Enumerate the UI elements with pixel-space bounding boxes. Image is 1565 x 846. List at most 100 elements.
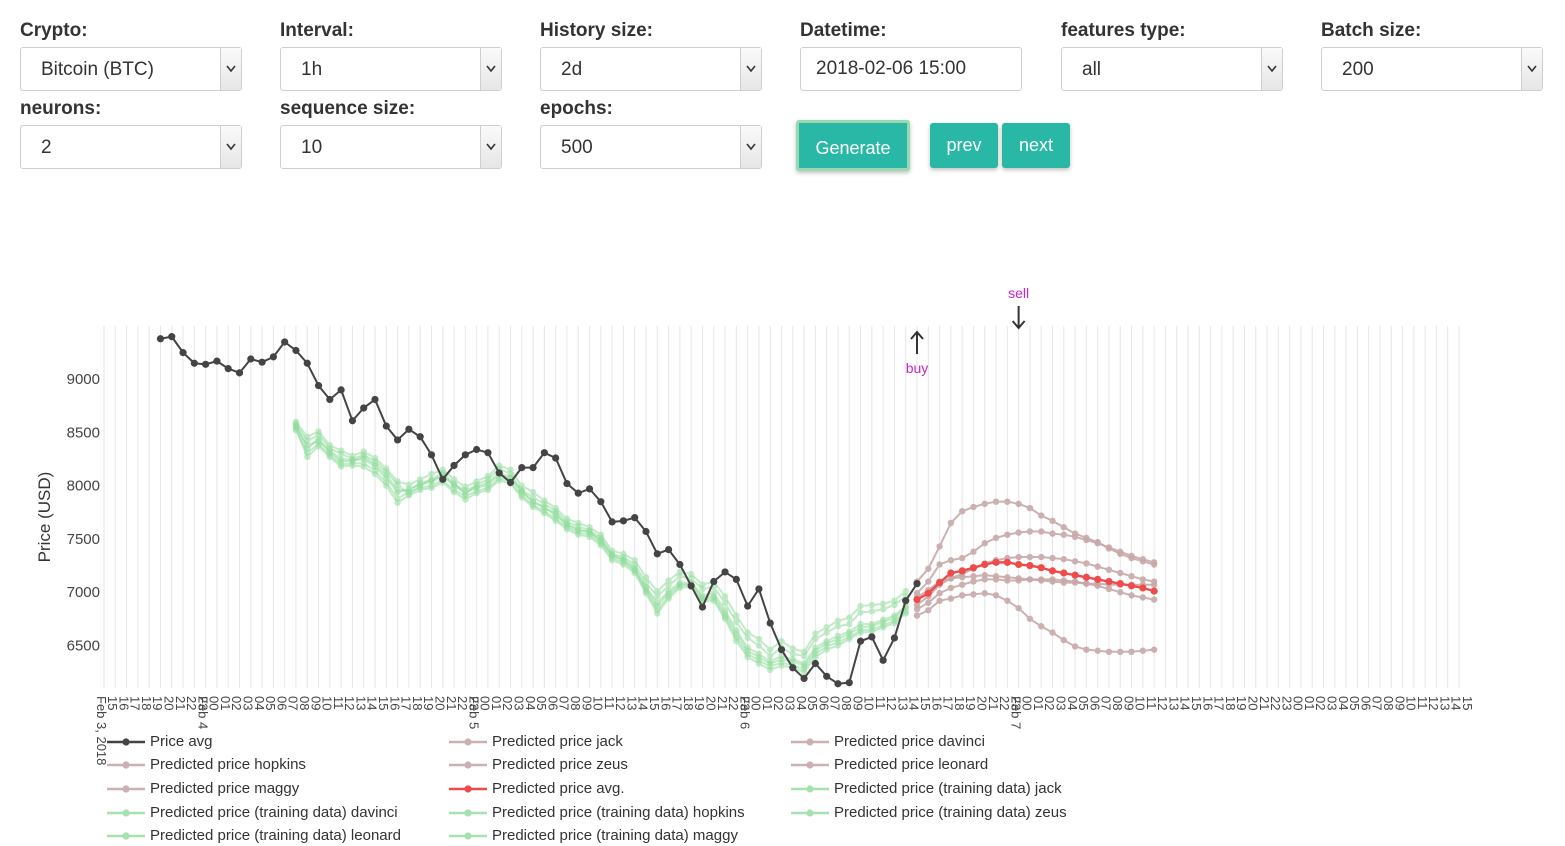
data-point [179,349,187,357]
chevron-down-icon[interactable] [220,126,241,168]
data-point [631,569,638,577]
data-point [958,554,966,562]
data-point [1049,576,1056,583]
datetime-control: Datetime: 2018-02-06 15:00 [800,19,1022,91]
data-point [846,630,853,637]
generate-button[interactable]: Generate [796,120,910,171]
data-point [349,462,356,469]
chevron-down-icon[interactable] [480,48,501,90]
data-point [665,577,672,584]
data-point [846,614,853,621]
chevron-down-icon[interactable] [220,48,241,90]
data-point [891,597,898,604]
x-tick-label: 23 [195,696,210,710]
data-point [1026,615,1034,622]
chevron-down-icon[interactable] [1261,48,1282,90]
interval-select[interactable]: 1h [280,47,502,91]
x-tick-label: 17 [1212,696,1227,710]
data-point [665,590,672,597]
data-point [563,479,571,488]
data-point [1026,553,1034,561]
x-tick-label: 10 [862,696,877,710]
x-tick-label: 18 [1223,696,1238,710]
sell-annotation: sell [1008,285,1029,301]
crypto-select[interactable]: Bitcoin (BTC) [20,47,242,91]
data-point [1128,592,1135,599]
chevron-down-icon[interactable] [1521,48,1542,90]
x-tick-label: 14 [365,696,380,710]
data-point [732,575,740,584]
next-button[interactable]: next [1002,123,1070,168]
x-tick-label: 10 [591,696,606,710]
data-point [597,542,605,549]
data-point [1049,554,1056,562]
series-line [916,500,1155,583]
data-point [744,653,751,661]
data-point [1150,596,1158,603]
x-tick-label: 04 [794,696,809,710]
data-point [721,568,729,576]
data-point [360,448,367,455]
data-point [1116,580,1124,588]
data-point [1105,566,1113,574]
x-tick-label: 05 [534,696,549,710]
series-line [916,530,1155,594]
x-tick-label: 17 [399,696,414,710]
data-point [1026,528,1034,535]
data-point [168,333,176,341]
data-point [992,576,1000,583]
data-point [1004,577,1011,584]
x-tick-label: 07 [286,696,301,710]
x-tick-label: 08 [1381,696,1396,710]
data-point [654,602,661,610]
data-point [846,635,853,643]
chevron-down-icon[interactable] [480,126,501,168]
data-point [733,618,740,626]
neurons-select[interactable]: 2 [20,125,242,169]
data-point [846,620,853,628]
data-point [258,358,266,366]
data-point [360,453,367,461]
x-tick-label: 16 [1200,696,1215,710]
data-point [755,585,763,593]
batch-select[interactable]: 200 [1321,47,1543,91]
data-point [789,658,796,665]
sequence-select[interactable]: 10 [280,125,502,169]
data-point [315,435,322,443]
data-point [631,514,639,522]
epochs-select[interactable]: 500 [540,125,762,169]
data-point [506,478,515,487]
data-point [936,597,943,604]
chevron-down-icon[interactable] [740,126,761,168]
data-point [1071,578,1079,585]
series-predicted-price-hopkins [913,528,1158,597]
data-point [304,445,311,452]
history-select[interactable]: 2d [540,47,762,91]
data-point [382,422,390,430]
data-point [1139,555,1147,563]
data-point [1083,646,1090,653]
data-point [744,629,751,636]
data-point [981,576,988,583]
data-point [1139,594,1147,601]
crypto-select-value: Bitcoin (BTC) [41,59,154,80]
x-tick-label: 19 [150,696,165,710]
data-point [427,451,436,459]
data-point [958,574,966,581]
data-point [1038,528,1045,535]
datetime-input[interactable]: 2018-02-06 15:00 [800,47,1022,91]
data-point [394,499,401,506]
data-point [269,353,277,361]
chevron-down-icon[interactable] [740,48,761,90]
data-point [541,510,548,517]
data-point [371,461,379,468]
data-point [777,646,786,654]
data-point [992,558,1000,566]
data-point [767,660,774,667]
prev-button[interactable]: prev [930,123,998,168]
data-point [1049,629,1056,636]
x-tick-label: 02 [1042,696,1057,710]
features-select[interactable]: all [1061,47,1283,91]
data-point [834,680,842,688]
data-point [879,618,887,626]
